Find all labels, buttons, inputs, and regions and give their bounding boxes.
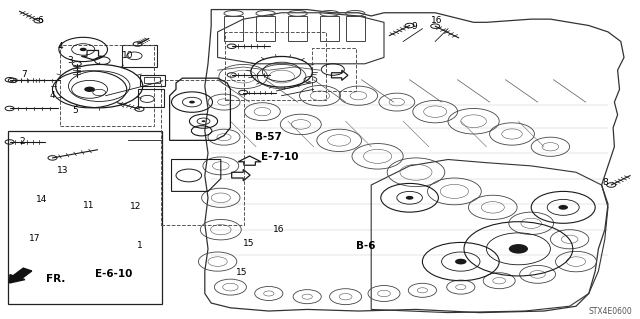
- Bar: [138, 89, 164, 107]
- Bar: [320, 16, 339, 41]
- Text: E-6-10: E-6-10: [95, 269, 132, 279]
- FancyArrow shape: [10, 268, 32, 283]
- Text: 7: 7: [22, 70, 27, 79]
- Text: 15: 15: [236, 268, 248, 277]
- Bar: [312, 48, 356, 91]
- Circle shape: [80, 48, 86, 51]
- Bar: [346, 16, 365, 41]
- Bar: [140, 75, 165, 86]
- Bar: [225, 32, 326, 100]
- Text: 17: 17: [29, 234, 41, 243]
- Text: 8: 8: [602, 178, 607, 187]
- Text: 6: 6: [38, 16, 43, 25]
- Circle shape: [84, 87, 95, 92]
- Text: 4: 4: [50, 91, 55, 100]
- Text: 5: 5: [73, 106, 78, 115]
- Circle shape: [559, 205, 568, 210]
- Bar: [144, 77, 160, 83]
- Text: 2: 2: [20, 137, 25, 146]
- Text: 12: 12: [130, 202, 141, 211]
- Bar: [161, 80, 244, 225]
- Bar: [256, 16, 275, 41]
- Text: 13: 13: [57, 166, 68, 175]
- Text: 16: 16: [273, 225, 284, 234]
- Text: FR.: FR.: [46, 274, 65, 284]
- Text: 1: 1: [137, 241, 142, 250]
- Bar: [60, 45, 154, 126]
- Bar: [8, 131, 162, 304]
- Text: STX4E0600: STX4E0600: [589, 307, 632, 316]
- Circle shape: [509, 244, 528, 254]
- Text: 3: 3: [68, 56, 73, 65]
- Text: 10: 10: [122, 51, 134, 60]
- Bar: [122, 45, 157, 67]
- Text: 9: 9: [412, 22, 417, 31]
- Bar: [288, 16, 307, 41]
- Text: 16: 16: [431, 16, 443, 25]
- Text: E-7-10: E-7-10: [261, 152, 299, 162]
- Text: 4: 4: [58, 42, 63, 51]
- Text: B-57: B-57: [255, 132, 282, 142]
- Text: 14: 14: [36, 195, 47, 204]
- Circle shape: [406, 196, 413, 200]
- Circle shape: [455, 259, 467, 264]
- Text: 15: 15: [243, 239, 254, 248]
- Circle shape: [189, 101, 195, 103]
- Text: 11: 11: [83, 201, 94, 210]
- Circle shape: [202, 120, 205, 122]
- Bar: [224, 16, 243, 41]
- Text: B-6: B-6: [356, 241, 375, 251]
